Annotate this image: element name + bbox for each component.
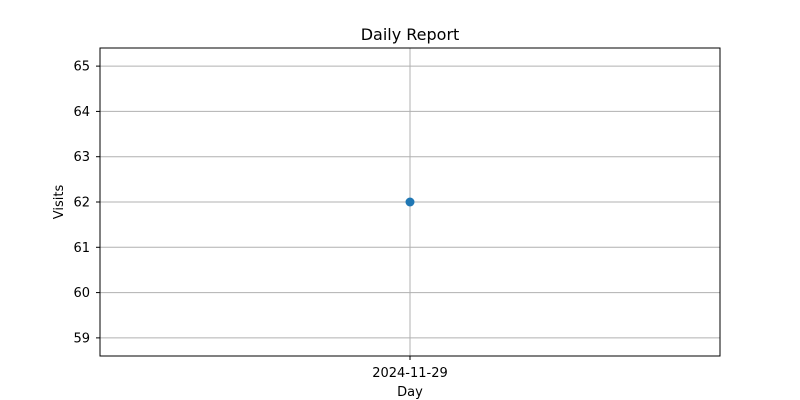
y-tick-label: 61 [73, 241, 90, 256]
chart-title: Daily Report [361, 25, 460, 44]
grid-lines [100, 48, 720, 356]
data-point [405, 197, 415, 207]
x-axis-label: Day [397, 385, 423, 400]
x-axis-ticks: 2024-11-29 [372, 356, 448, 381]
plot-frame [99, 47, 721, 357]
y-tick-label: 60 [73, 286, 90, 301]
x-tick-label: 2024-11-29 [372, 366, 448, 381]
y-tick-label: 65 [73, 60, 90, 75]
y-tick-label: 64 [73, 105, 90, 120]
y-tick-label: 62 [73, 196, 90, 211]
series-layer [405, 197, 415, 207]
y-tick-label: 59 [73, 331, 90, 346]
y-tick-label: 63 [73, 150, 90, 165]
y-axis-label: Visits [52, 185, 67, 220]
y-axis-ticks: 59 60 61 62 63 64 65 [73, 60, 100, 346]
